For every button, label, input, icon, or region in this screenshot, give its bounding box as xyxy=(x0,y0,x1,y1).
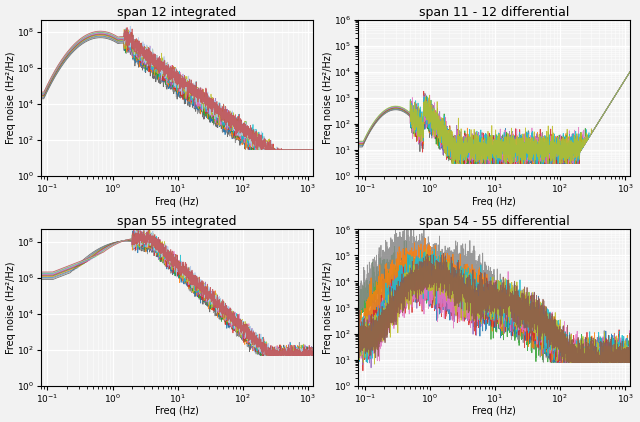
Title: span 54 - 55 differential: span 54 - 55 differential xyxy=(419,215,570,228)
X-axis label: Freq (Hz): Freq (Hz) xyxy=(472,406,516,417)
Y-axis label: Freq noise (Hz²/Hz): Freq noise (Hz²/Hz) xyxy=(6,51,15,144)
Title: span 55 integrated: span 55 integrated xyxy=(117,215,237,228)
Title: span 12 integrated: span 12 integrated xyxy=(118,5,237,19)
X-axis label: Freq (Hz): Freq (Hz) xyxy=(155,406,199,417)
X-axis label: Freq (Hz): Freq (Hz) xyxy=(472,197,516,207)
Y-axis label: Freq noise (Hz²/Hz): Freq noise (Hz²/Hz) xyxy=(323,51,333,144)
Y-axis label: Freq noise (Hz²/Hz): Freq noise (Hz²/Hz) xyxy=(6,261,15,354)
Y-axis label: Freq noise (Hz²/Hz): Freq noise (Hz²/Hz) xyxy=(323,261,333,354)
Title: span 11 - 12 differential: span 11 - 12 differential xyxy=(419,5,570,19)
X-axis label: Freq (Hz): Freq (Hz) xyxy=(155,197,199,207)
